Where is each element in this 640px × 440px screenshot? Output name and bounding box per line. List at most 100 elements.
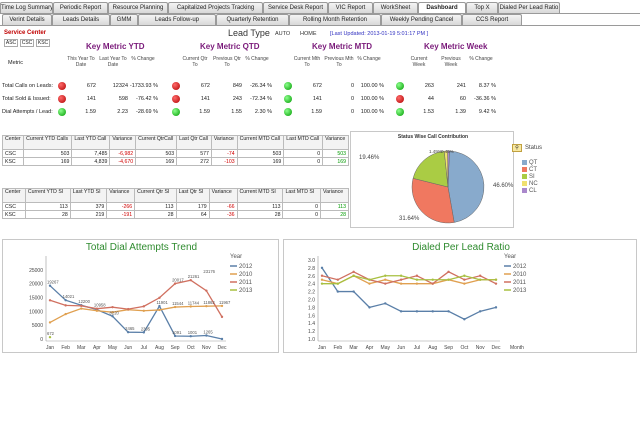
data-point [399,274,403,277]
data-point [80,307,83,310]
tab-dashboard[interactable]: Dashboard [418,2,466,13]
center-option-asc[interactable]: ASC [4,39,18,47]
legend-series-label[interactable]: 2010 [239,272,253,278]
tab-worksheet[interactable]: WorkSheet [373,2,418,13]
lead-type-label: Lead Type [228,28,270,38]
tab-row-primary-divider [0,13,640,14]
metric-value: 263 [424,83,434,89]
table-cell: CSC [2,202,26,211]
green-status-indicator [58,108,66,116]
legend-series-label[interactable]: 2010 [513,272,527,278]
table-header-cell: Current MTD Call [236,135,285,150]
pie-legend-item[interactable]: NC [522,181,538,187]
data-point [142,309,146,312]
table-header-cell: Current MTD SI [236,188,284,203]
tab-weekly-pending-cancel[interactable]: Weekly Pending Cancel [381,14,462,25]
pie-slice-cl[interactable] [447,150,450,188]
tab-service-desk-report[interactable]: Service Desk Report [263,2,328,13]
legend-series-label[interactable]: 2013 [239,288,253,294]
chart-legend-title: Year [504,254,516,260]
lead-type-home[interactable]: HOME [300,31,317,37]
data-point [320,282,324,285]
center-option-ksc[interactable]: KSC [36,39,50,47]
pie-legend-item[interactable]: CL [522,188,537,194]
table-header-cell: Center [2,188,26,203]
red-status-indicator [58,95,66,103]
tab-leads-follow-up[interactable]: Leads Follow-up [138,14,216,25]
tab-gmm[interactable]: GMM [110,14,138,25]
data-point [189,278,192,282]
table-cell: 503 [23,149,73,158]
table-cell: -266 [106,202,136,211]
data-point [431,282,434,285]
series-line-2010 [49,305,223,323]
data-point [415,282,419,285]
data-point [478,310,482,313]
series-line-2011 [49,279,223,318]
tab-rolling-month-retention[interactable]: Rolling Month Retention [289,14,381,25]
metric-value: -28.69 % [135,109,158,115]
tab-quarterly-retention[interactable]: Quarterly Retention [216,14,289,25]
pie-legend-item[interactable]: SI [522,174,535,180]
data-point [173,305,177,309]
y-tick-label: 10000 [29,309,43,315]
data-point [189,305,192,308]
x-tick-label: Jul [414,345,420,351]
pie-legend-item[interactable]: CT [522,167,537,173]
legend-label: QT [529,160,538,167]
metric-block-title: Key Metric MTD [312,42,373,51]
metric-value: -26.34 % [249,83,272,89]
legend-swatch [522,188,527,193]
table-cell: 169 [322,157,349,166]
legend-series-label[interactable]: 2013 [513,288,527,294]
table-cell: 113 [24,202,71,211]
metric-row-label: Total Sold & Issued: [2,96,51,102]
data-point [142,331,146,334]
x-tick-label: Apr [93,345,101,351]
data-point [447,310,450,313]
pie-slice-si[interactable] [412,150,449,188]
point-value-label: 21261 [188,274,200,279]
tab-dialed-per-lead-ratio[interactable]: Dialed Per Lead Ratio [498,2,560,13]
pie-legend-item[interactable]: QT [522,160,537,166]
x-tick-label: Sep [444,345,453,351]
lead-type-auto[interactable]: AUTO [275,31,291,37]
tab-verint-details[interactable]: Verint Details [2,14,52,25]
point-value-label: 11862 [203,300,215,305]
point-value-label: 19267 [47,280,59,285]
point-value-label: 1265 [203,330,213,335]
tab-vic-report[interactable]: VIC Report [328,2,373,13]
tab-time-log-summary[interactable]: Time Log Summary [0,2,53,13]
legend-series-label[interactable]: 2012 [239,264,253,270]
point-value-label: 14021 [63,294,75,299]
legend-label: SI [529,174,535,181]
data-point [126,330,130,334]
legend-series-label[interactable]: 2011 [239,280,253,286]
legend-search-icon[interactable]: ⚲ [512,144,522,152]
point-value-label: 11544 [172,301,184,306]
center-option-csc[interactable]: CSC [20,39,34,47]
point-value-label: 12200 [78,299,90,304]
x-tick-label: Jan [318,345,326,351]
tab-leads-details[interactable]: Leads Details [52,14,110,25]
legend-label: NC [529,181,538,188]
table-cell: CSC [1,149,25,158]
tab-top-x[interactable]: Top X [466,2,498,13]
legend-series-label[interactable]: 2012 [513,264,527,270]
tab-ccs-report[interactable]: CCS Report [462,14,522,25]
metric-value: -76.42 % [135,96,158,102]
table-cell: 503 [236,149,285,158]
data-point [173,334,177,338]
tab-capitalized-projects-tracking[interactable]: Capitalized Projects Tracking [168,2,263,13]
legend-series-label[interactable]: 2011 [513,280,527,286]
data-point [205,304,208,308]
tab-periodic-report[interactable]: Periodic Report [53,2,108,13]
pie-slice-ct[interactable] [411,178,455,224]
data-point [399,310,403,313]
tab-resource-planning[interactable]: Resource Planning [108,2,168,13]
pie-slice-qt[interactable] [447,150,485,223]
metric-value: 672 [86,83,96,89]
point-value-label: 20017 [172,278,184,283]
x-tick-label: Aug [155,345,164,351]
dialed-per-lead-chart-title: Dialed Per Lead Ratio [412,242,510,253]
